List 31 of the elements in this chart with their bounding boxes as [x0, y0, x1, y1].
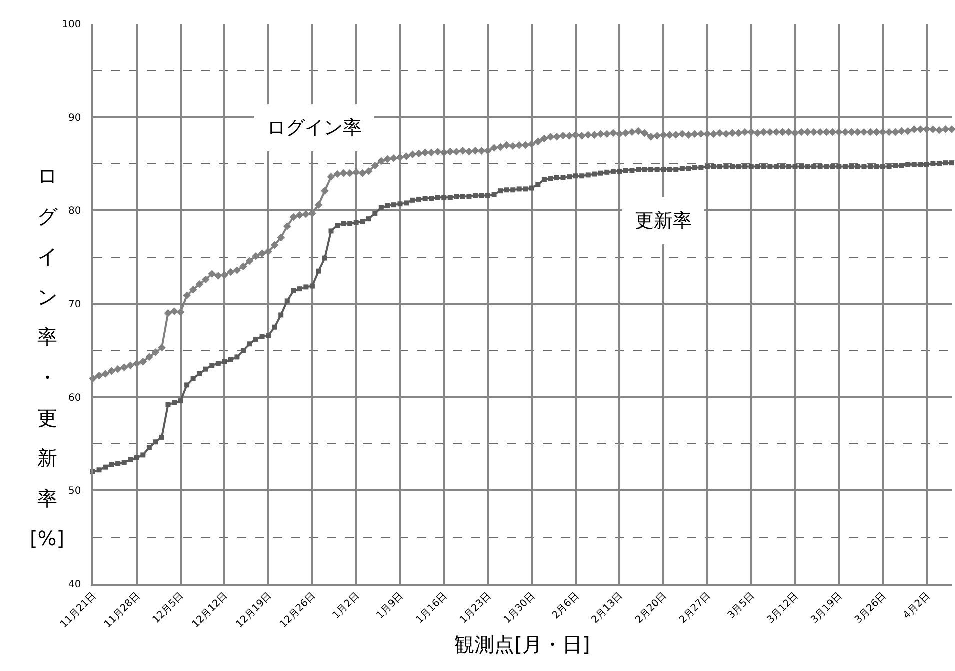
x-tick-label: 3月12日 [765, 590, 801, 626]
x-tick-label: 4月2日 [902, 590, 933, 622]
x-tick-label: 11月21日 [58, 590, 99, 631]
x-tick-label: 2月13日 [590, 590, 626, 626]
y-tick-label: 80 [68, 206, 82, 218]
x-tick-label: 12月26日 [278, 590, 318, 631]
series-label: ログイン率 [267, 117, 362, 139]
text: ログイン率・更新率[%] [30, 164, 65, 551]
y-tick-label: 60 [68, 392, 82, 404]
x-axis-title: 観測点[月・日] [454, 632, 590, 657]
x-tick-label: 3月5日 [726, 590, 758, 622]
x-tick-label: 12月12日 [190, 590, 230, 631]
x-tick-label: 1月23日 [458, 590, 494, 626]
x-tick-label: 1月2日 [331, 590, 362, 622]
x-tick-label: 3月19日 [809, 590, 845, 626]
series-label: 更新率 [635, 210, 692, 232]
x-tick-label: 3月26日 [853, 590, 889, 626]
x-tick-label: 12月5日 [151, 590, 186, 626]
y-tick-label: 50 [68, 486, 82, 498]
x-tick-label: 2月6日 [550, 590, 582, 622]
y-tick-label: 100 [62, 20, 82, 30]
x-tick-label: 11月28日 [102, 590, 143, 631]
x-tick-label: 12月19日 [234, 590, 274, 631]
x-tick-label: 2月27日 [678, 590, 714, 626]
x-tick-label: 1月16日 [414, 590, 450, 626]
x-tick-label: 1月9日 [374, 590, 406, 622]
y-tick-label: 70 [68, 300, 82, 310]
x-tick-label: 2月20日 [634, 590, 670, 626]
y-tick-label: 90 [68, 112, 82, 124]
y-tick-label: 40 [68, 580, 82, 590]
x-tick-label: 1月30日 [502, 590, 538, 626]
